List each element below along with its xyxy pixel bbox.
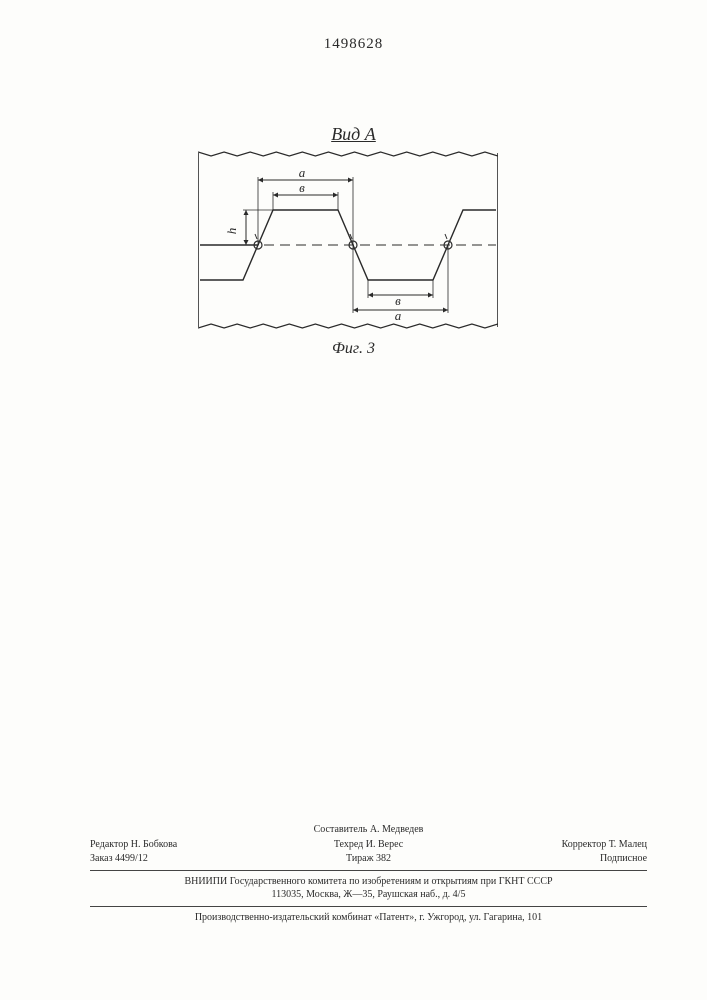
figure-svg: авhва	[198, 150, 498, 330]
org-line-1: ВНИИПИ Государственного комитета по изоб…	[90, 875, 647, 889]
footer-divider-1	[90, 870, 647, 871]
svg-text:а: а	[395, 308, 402, 323]
figure-caption: Фиг. 3	[0, 340, 707, 358]
print-run: Тираж 382	[276, 852, 462, 866]
tech-editor: Техред И. Верес	[276, 838, 462, 852]
subscription: Подписное	[461, 852, 647, 866]
order-number: Заказ 4499/12	[90, 852, 276, 866]
compiler: Составитель А. Медведев	[276, 823, 462, 837]
figure-3: авhва	[198, 150, 498, 330]
page-number: 1498628	[0, 36, 707, 53]
footer-divider-2	[90, 906, 647, 907]
svg-text:в: в	[299, 180, 305, 195]
svg-text:в: в	[395, 293, 401, 308]
svg-text:h: h	[224, 228, 239, 235]
svg-text:а: а	[299, 165, 306, 180]
corrector: Корректор Т. Малец	[461, 838, 647, 852]
printer-line: Производственно-издательский комбинат «П…	[90, 911, 647, 925]
view-label: Вид А	[0, 124, 707, 145]
org-line-2: 113035, Москва, Ж—35, Раушская наб., д. …	[90, 888, 647, 902]
footer-block: Составитель А. Медведев Редактор Н. Бобк…	[90, 823, 647, 924]
editor: Редактор Н. Бобкова	[90, 838, 276, 852]
